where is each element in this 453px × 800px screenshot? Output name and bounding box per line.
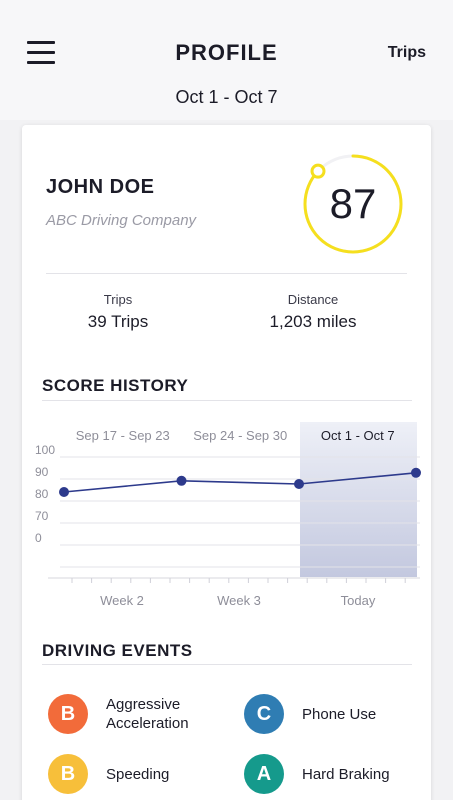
distance-stat: Distance 1,203 miles <box>223 292 403 332</box>
score-ring <box>303 154 403 254</box>
event-speeding[interactable]: B Speeding <box>48 752 238 796</box>
distance-label: Distance <box>287 292 339 307</box>
event-label: Aggressive Acceleration <box>106 696 189 732</box>
grade-badge: C <box>244 694 284 734</box>
y-tick-label: 0 <box>35 531 42 545</box>
score-gauge: 87 <box>300 151 406 257</box>
score-point <box>176 475 187 486</box>
score-point <box>59 487 69 497</box>
user-name: JOHN DOE <box>46 176 155 198</box>
profile-card: JOHN DOE ABC Driving Company 87 Trips 39… <box>22 125 431 800</box>
menu-bar-line <box>27 41 55 44</box>
x-tick-label: Week 2 <box>100 593 144 608</box>
section-divider <box>42 664 412 665</box>
page-title: PROFILE <box>175 40 278 65</box>
y-tick-label: 70 <box>35 509 49 523</box>
event-phone-use[interactable]: C Phone Use <box>244 692 434 736</box>
period-label: Sep 24 - Sep 30 <box>193 428 287 443</box>
event-label: Phone Use <box>302 706 377 723</box>
score-value: 87 <box>329 180 377 227</box>
score-history-title: SCORE HISTORY <box>42 376 189 395</box>
x-tick-label: Today <box>341 593 376 608</box>
company-name: ABC Driving Company <box>46 212 197 229</box>
score-history-chart[interactable]: 100 90 80 70 0 Sep 17 - Sep 23 Sep 24 - Sep 30… <box>22 420 431 620</box>
y-tick-label: 100 <box>35 443 55 457</box>
x-tick-label: Week 3 <box>217 593 261 608</box>
grade-badge: B <box>48 754 88 794</box>
trips-value: 39 Trips <box>87 312 149 331</box>
score-point <box>411 467 421 478</box>
event-label: Speeding <box>106 766 170 783</box>
event-label: Hard Braking <box>302 766 390 783</box>
driving-events-title: DRIVING EVENTS <box>42 641 193 660</box>
menu-bar-line <box>27 51 55 54</box>
distance-value: 1,203 miles <box>269 312 357 331</box>
y-tick-label: 90 <box>35 465 49 479</box>
period-label: Oct 1 - Oct 7 <box>321 428 395 443</box>
current-period-highlight <box>300 422 417 577</box>
grade-badge: A <box>244 754 284 794</box>
grade-badge: B <box>48 694 88 734</box>
score-point <box>294 479 304 489</box>
trips-label: Trips <box>103 292 133 307</box>
event-hard-braking[interactable]: A Hard Braking <box>244 752 434 796</box>
score-line <box>63 472 417 493</box>
top-bar: PROFILE Trips Oct 1 - Oct 7 <box>0 0 453 120</box>
event-aggressive-acceleration[interactable]: B Aggressive Acceleration <box>48 692 238 736</box>
section-divider <box>42 400 412 401</box>
trips-stat: Trips 39 Trips <box>28 292 208 332</box>
date-range[interactable]: Oct 1 - Oct 7 <box>175 87 278 107</box>
score-history-svg: 100 90 80 70 0 Sep 17 - Sep 23 Sep 24 - Sep 30… <box>35 422 421 608</box>
hamburger-menu-icon[interactable] <box>27 40 57 66</box>
divider <box>46 273 407 274</box>
menu-bar-line <box>27 61 55 64</box>
period-label: Sep 17 - Sep 23 <box>76 428 170 443</box>
y-tick-label: 80 <box>35 487 49 501</box>
trips-link[interactable]: Trips <box>387 44 426 61</box>
